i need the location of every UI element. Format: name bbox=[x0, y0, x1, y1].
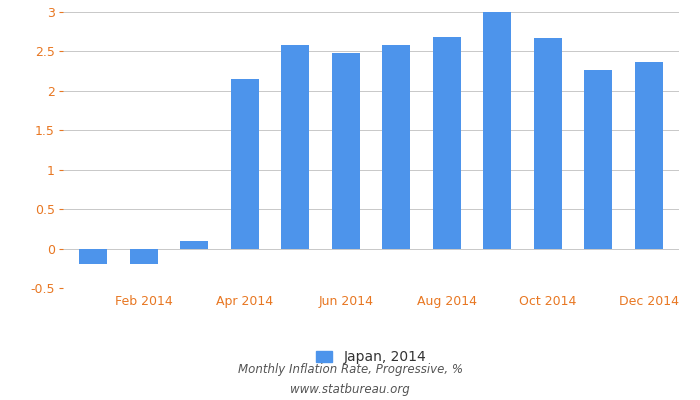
Bar bbox=[231, 79, 259, 248]
Bar bbox=[281, 45, 309, 248]
Bar bbox=[483, 12, 511, 248]
Bar bbox=[433, 37, 461, 248]
Text: Monthly Inflation Rate, Progressive, %: Monthly Inflation Rate, Progressive, % bbox=[237, 364, 463, 376]
Bar bbox=[181, 241, 208, 248]
Bar bbox=[635, 62, 663, 248]
Bar bbox=[79, 248, 107, 264]
Bar bbox=[382, 45, 410, 248]
Bar bbox=[332, 53, 360, 248]
Bar bbox=[534, 38, 561, 248]
Bar bbox=[130, 248, 158, 264]
Bar bbox=[584, 70, 612, 248]
Text: www.statbureau.org: www.statbureau.org bbox=[290, 384, 410, 396]
Legend: Japan, 2014: Japan, 2014 bbox=[310, 345, 432, 370]
